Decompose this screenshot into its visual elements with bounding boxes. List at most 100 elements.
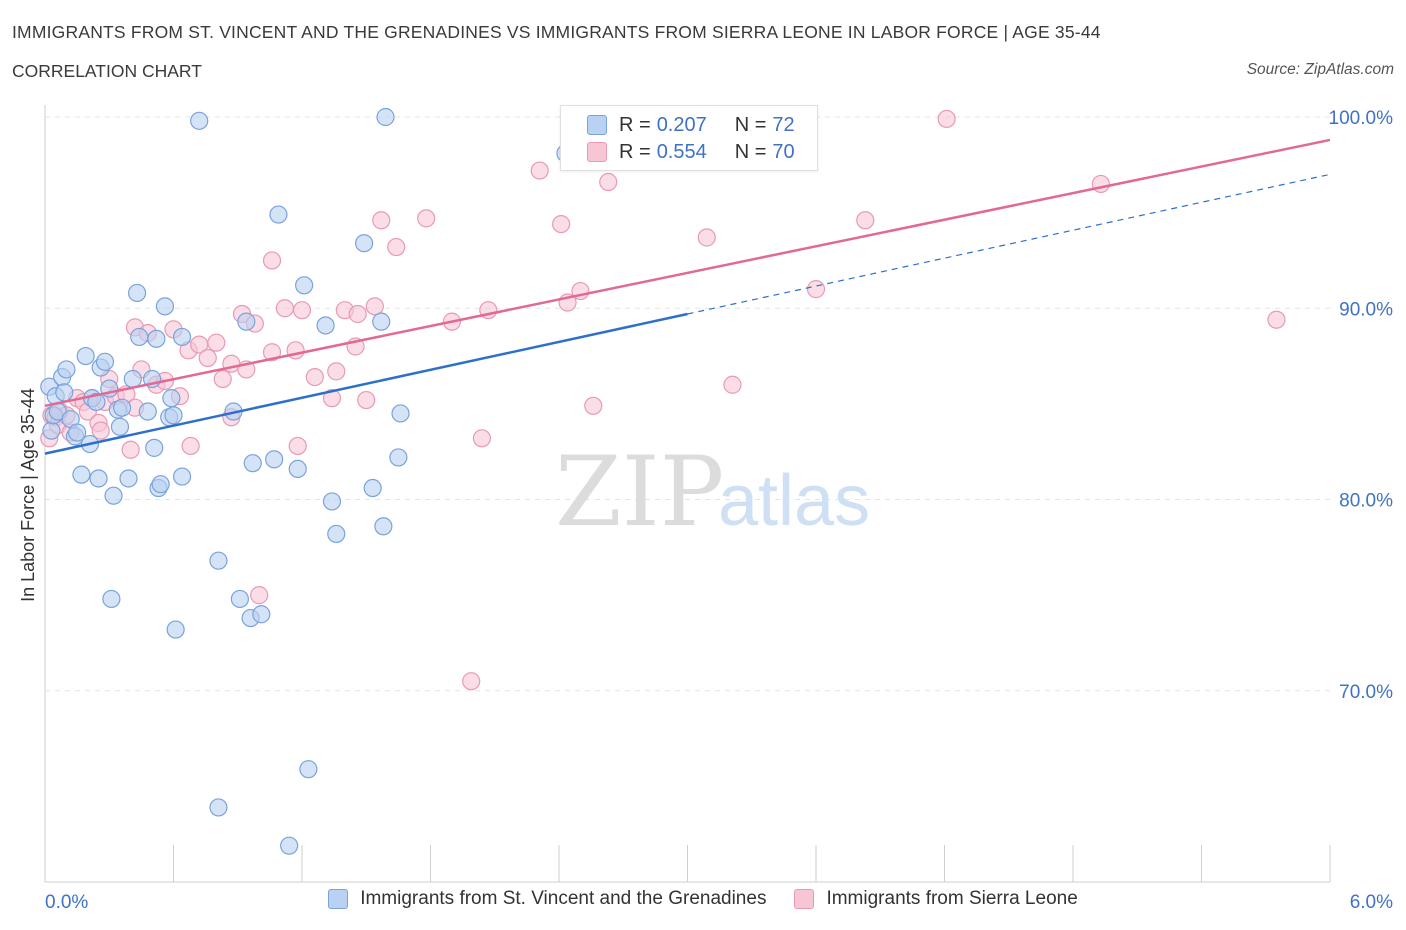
data-point-st-vincent <box>123 369 142 389</box>
data-point-st-vincent <box>127 283 147 303</box>
legend-n-value: 70 <box>772 140 795 163</box>
data-point-sierra-leone <box>856 211 875 230</box>
legend-label-st-vincent: Immigrants from St. Vincent and the Gren… <box>360 888 767 909</box>
data-point-sierra-leone <box>584 396 603 415</box>
y-tick-label: 100.0% <box>1329 108 1394 129</box>
data-point-st-vincent <box>76 346 95 366</box>
legend-row-st-vincent: R = 0.207 N = 72 <box>587 113 844 137</box>
data-point-st-vincent <box>104 486 123 505</box>
legend-n-value: 72 <box>772 113 795 136</box>
legend-swatch-blue <box>587 115 607 135</box>
data-point-st-vincent <box>89 469 108 488</box>
legend-swatch-pink <box>794 889 815 909</box>
data-point-st-vincent <box>57 360 76 379</box>
data-point-st-vincent <box>237 312 256 331</box>
axis-labels: 70.0% 80.0% 90.0% 100.0% 0.0% 6.0% In Labor Fo… <box>18 108 1393 913</box>
data-point-st-vincent <box>190 111 209 130</box>
trend-line-sierra-leone <box>44 138 1331 408</box>
data-point-sierra-leone <box>723 375 742 394</box>
trend-line-st-vincent-projection <box>687 173 1331 315</box>
legend-row-sierra-leone: R = 0.554 N = 70 <box>587 140 844 164</box>
data-point-sierra-leone <box>1267 310 1286 329</box>
y-axis-title: In Labor Force | Age 35-44 <box>18 388 38 602</box>
data-point-st-vincent <box>87 392 106 412</box>
data-point-sierra-leone <box>697 228 716 247</box>
data-point-sierra-leone <box>322 389 342 408</box>
series-legend: Immigrants from St. Vincent and the Gren… <box>0 888 1406 910</box>
data-point-st-vincent <box>151 475 170 494</box>
legend-label-sierra-leone: Immigrants from Sierra Leone <box>826 888 1078 909</box>
data-point-st-vincent <box>252 605 271 624</box>
data-point-sierra-leone <box>530 161 549 180</box>
data-point-st-vincent <box>209 798 228 817</box>
data-point-sierra-leone <box>387 237 406 257</box>
x-tick-label: 0.0% <box>45 892 88 913</box>
data-point-st-vincent <box>102 589 121 609</box>
data-point-sierra-leone <box>472 429 491 448</box>
series-sierra-leone-points <box>40 109 1286 691</box>
data-point-st-vincent <box>164 406 183 425</box>
data-point-st-vincent <box>110 417 130 436</box>
legend-r-value: 0.554 <box>656 140 707 163</box>
data-point-sierra-leone <box>462 672 481 691</box>
data-point-st-vincent <box>145 438 164 457</box>
data-point-sierra-leone <box>207 333 226 352</box>
data-point-st-vincent <box>166 620 185 639</box>
chart-subtitle: CORRELATION CHART <box>12 61 202 81</box>
data-point-sierra-leone <box>327 362 346 381</box>
y-tick-label: 70.0% <box>1339 682 1393 703</box>
data-point-st-vincent <box>372 312 391 331</box>
data-point-sierra-leone <box>372 211 391 230</box>
data-point-st-vincent <box>391 404 410 423</box>
data-point-st-vincent <box>363 478 382 498</box>
data-point-sierra-leone <box>417 209 436 228</box>
data-point-sierra-leone <box>937 109 956 129</box>
chart-title: IMMIGRANTS FROM ST. VINCENT AND THE GREN… <box>12 22 1101 42</box>
data-point-st-vincent <box>130 327 149 347</box>
data-point-st-vincent <box>147 329 166 348</box>
data-point-st-vincent <box>322 492 342 511</box>
data-point-st-vincent <box>209 551 228 570</box>
watermark-atlas: atlas <box>718 461 870 541</box>
data-point-sierra-leone <box>365 297 384 316</box>
data-point-st-vincent <box>269 205 288 224</box>
trend-line-st-vincent <box>44 312 688 455</box>
data-point-sierra-leone <box>292 301 312 320</box>
legend-r-value: 0.207 <box>656 113 707 136</box>
data-point-st-vincent <box>112 398 132 417</box>
data-point-sierra-leone <box>262 251 282 270</box>
legend-n-label: N = <box>734 113 767 136</box>
data-point-st-vincent <box>162 389 181 408</box>
data-point-sierra-leone <box>1091 174 1110 194</box>
source-label: Source: ZipAtlas.com <box>1246 61 1394 78</box>
legend-r-label: R = <box>619 140 651 163</box>
data-point-st-vincent <box>243 454 262 473</box>
data-point-sierra-leone <box>288 436 307 456</box>
y-tick-label: 80.0% <box>1339 491 1393 512</box>
data-point-st-vincent <box>295 276 314 295</box>
data-point-st-vincent <box>155 297 175 316</box>
data-point-st-vincent <box>55 383 74 402</box>
data-point-st-vincent <box>265 450 284 469</box>
data-point-st-vincent <box>68 423 87 442</box>
legend-item-sierra-leone: Immigrants from Sierra Leone <box>794 888 1078 910</box>
data-point-sierra-leone <box>348 304 367 324</box>
data-point-sierra-leone <box>121 440 140 459</box>
data-point-sierra-leone <box>305 368 324 387</box>
zipatlas-watermark: ZIP atlas <box>555 436 870 548</box>
legend-swatch-blue <box>328 889 349 909</box>
data-point-st-vincent <box>374 517 393 536</box>
watermark-zip: ZIP <box>555 436 724 548</box>
legend-r-label: R = <box>619 113 651 136</box>
legend-item-st-vincent: Immigrants from St. Vincent and the Gren… <box>328 888 766 910</box>
y-tick-label: 90.0% <box>1339 299 1393 320</box>
data-point-st-vincent <box>299 760 318 779</box>
trend-lines <box>44 138 1331 455</box>
data-point-sierra-leone <box>213 369 232 389</box>
data-point-sierra-leone <box>250 586 269 605</box>
data-point-sierra-leone <box>275 299 294 318</box>
data-point-sierra-leone <box>262 343 282 362</box>
x-tick-label: 6.0% <box>1350 892 1393 913</box>
data-point-st-vincent <box>376 107 395 127</box>
data-point-st-vincent <box>119 469 138 488</box>
